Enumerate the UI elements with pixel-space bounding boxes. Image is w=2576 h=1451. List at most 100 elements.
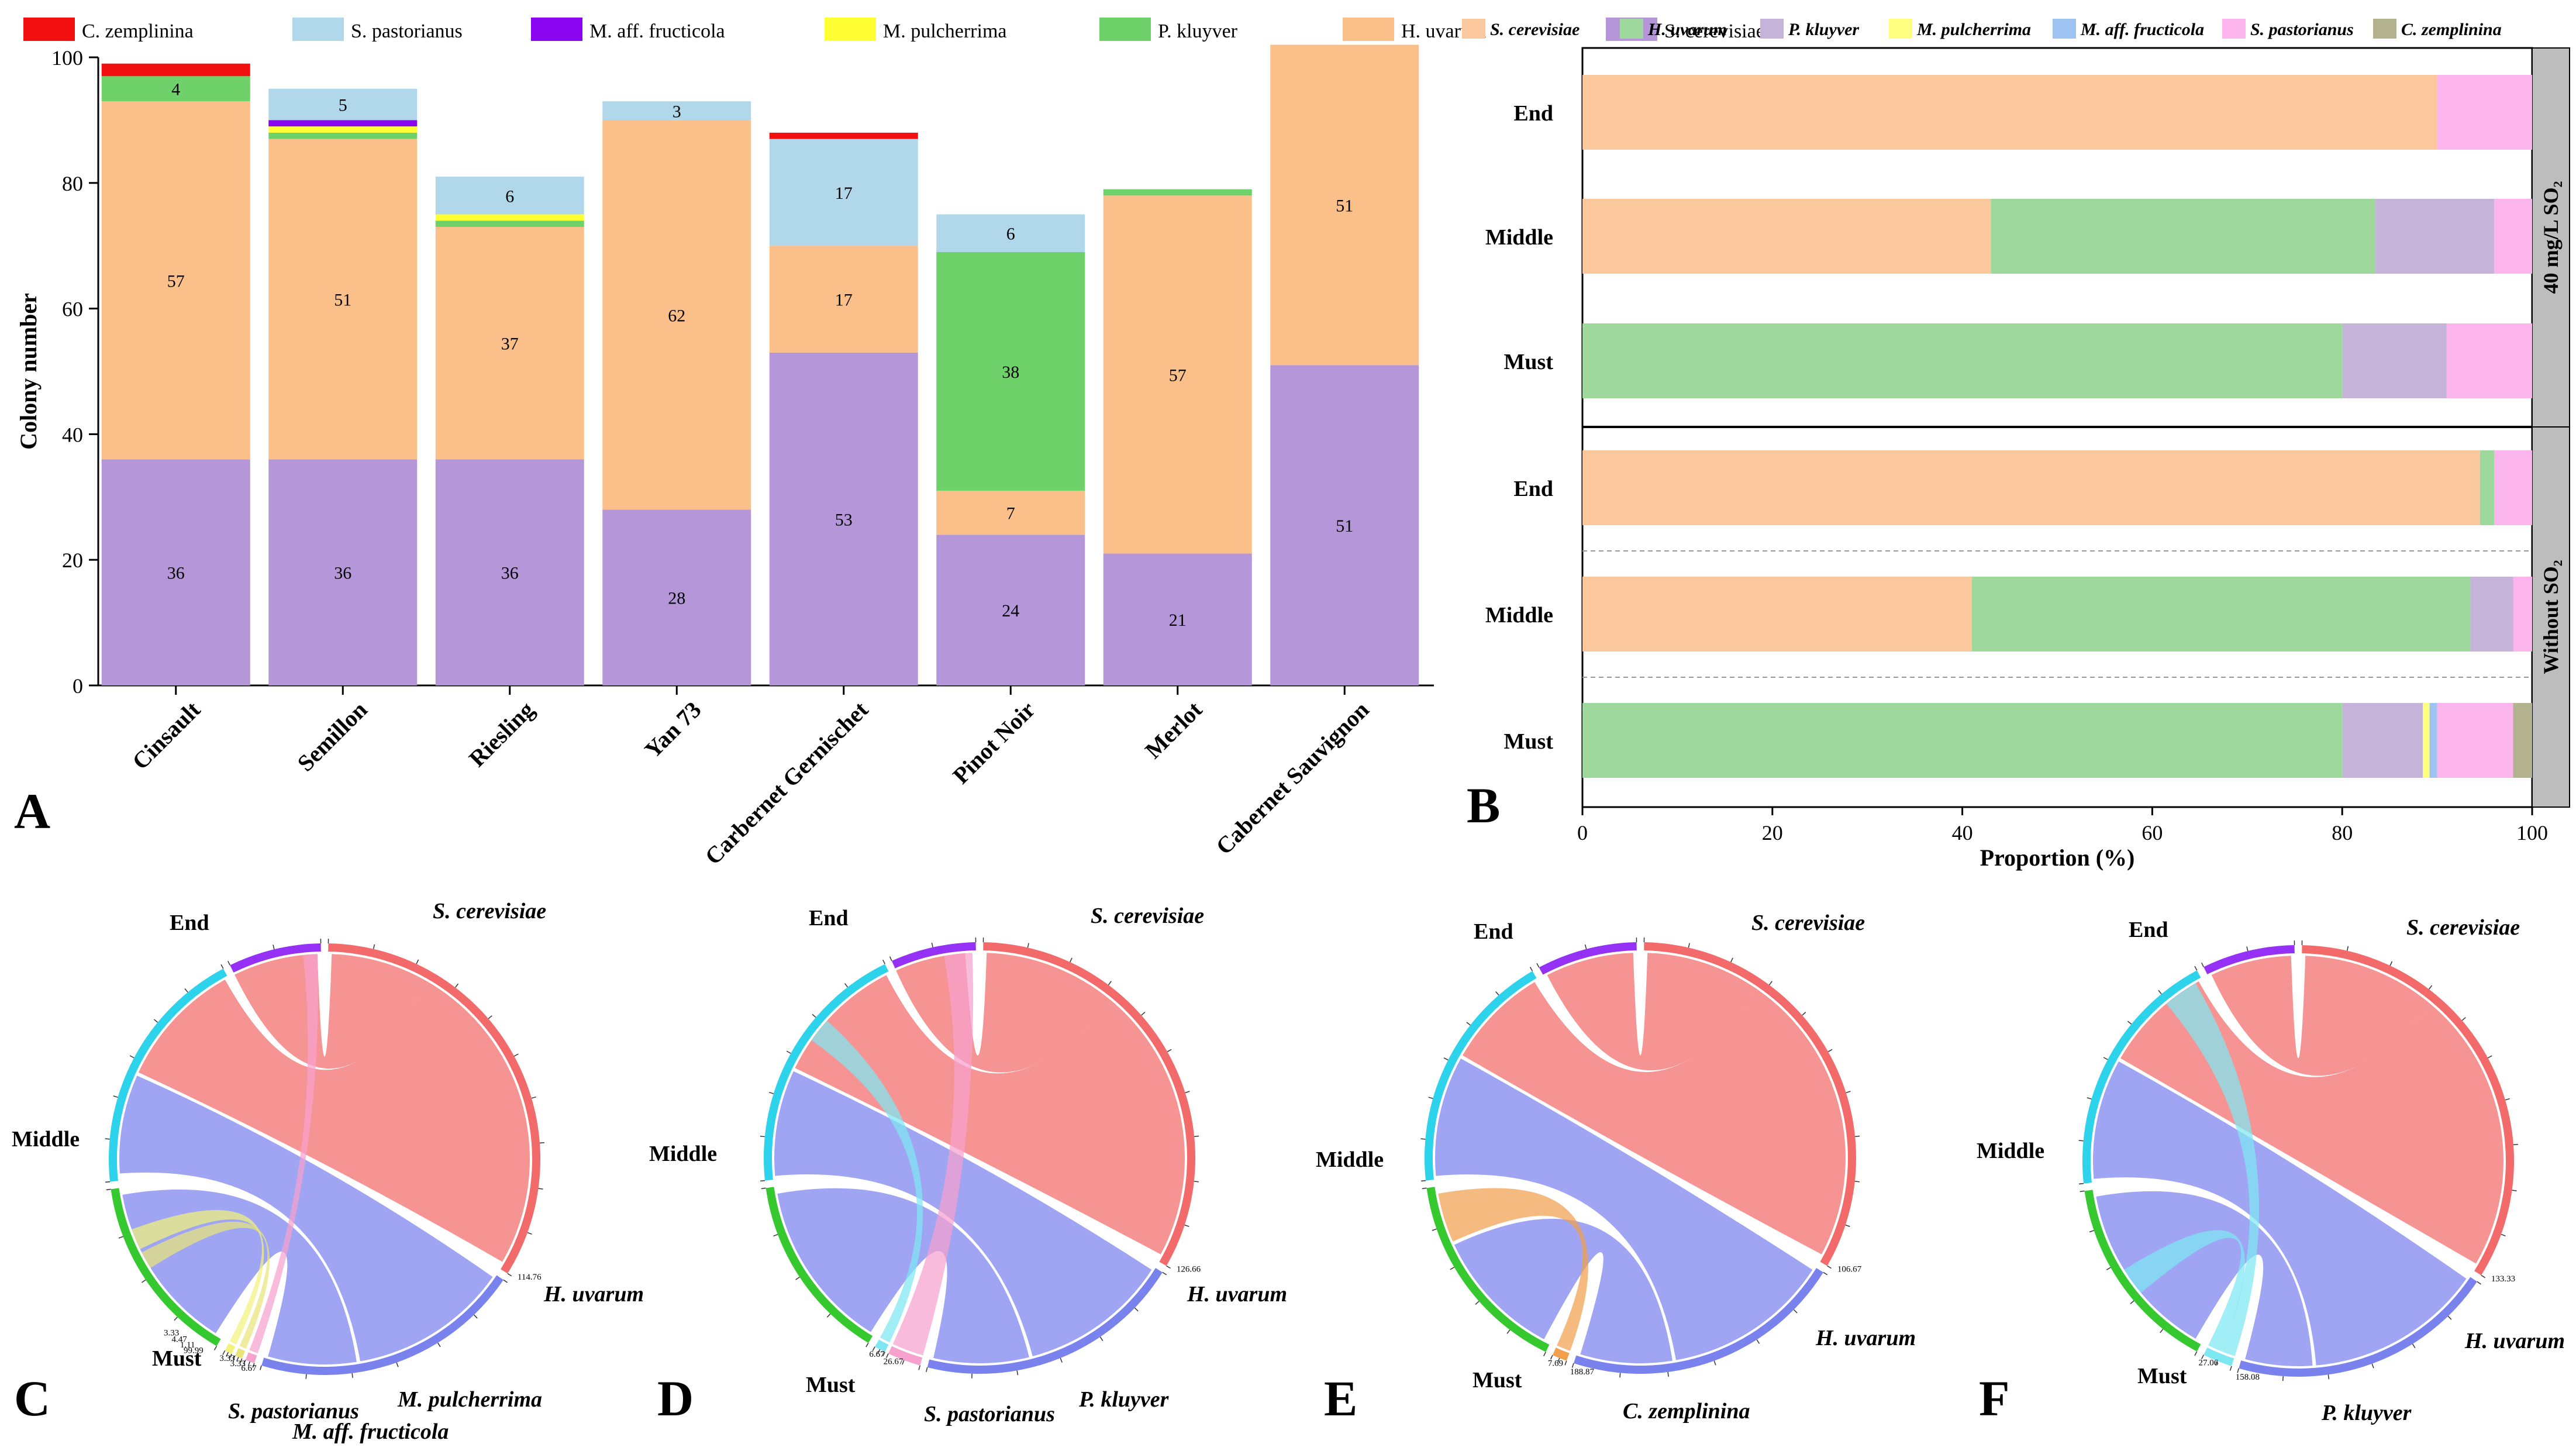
a-bar-s-pastorianus-semillon	[268, 88, 418, 120]
chord-ribbon-end-s-cerevisiae	[1547, 953, 1758, 1071]
chord-tick-mark	[474, 1314, 478, 1319]
b-bar-p-kluyver-middle	[2375, 199, 2495, 274]
chord-tick-mark	[1070, 957, 1073, 963]
chord-tick-mark	[2505, 1098, 2510, 1101]
chord-tick-mark	[174, 1316, 178, 1321]
b-bar-s-pastorianus-middle	[2494, 199, 2532, 274]
chord-tick-mark	[1016, 1370, 1019, 1376]
chord-ribbon-middle-p-kluyver	[2166, 983, 2259, 1356]
chord-ribbon-middle-h-uvarum	[119, 1076, 493, 1362]
chord-tick-mark	[2201, 1355, 2204, 1360]
chord-tick-mark	[1845, 1224, 1850, 1227]
chord-tick-mark	[1793, 1309, 1798, 1314]
chord-tick-mark	[926, 1367, 928, 1372]
b-x-tick-label: 20	[1762, 821, 1783, 845]
chord-tick-mark	[527, 1232, 532, 1235]
chord-tick-mark	[184, 988, 188, 993]
chord-max-tick-s-pastorianus: 26.67	[884, 1357, 904, 1367]
chord-species-label-s-cerevisiae: S. cerevisiae	[1091, 904, 1204, 928]
b-bar-s-pastorianus-must	[2437, 703, 2513, 778]
chord-tick-mark	[220, 964, 224, 969]
chord-max-tick-s-pastorianus: 6.67	[241, 1364, 257, 1373]
a-bar-label: 51	[1336, 516, 1353, 536]
chord-tick-mark	[918, 1365, 921, 1370]
chord-max-tick-c-zemplinina: 7.69	[1548, 1359, 1563, 1368]
chord-tick-mark	[1713, 1360, 1716, 1366]
chord-segment-h-uvarum	[1573, 1268, 1823, 1374]
chord-tick-mark	[2160, 1329, 2164, 1333]
chord-tick-mark	[2089, 1230, 2094, 1233]
a-bar-label: 21	[1169, 611, 1187, 630]
chord-tick-mark	[455, 983, 459, 988]
chord-tick-mark	[768, 1091, 774, 1094]
a-bar-s-cerevisiae-riesling	[435, 459, 584, 685]
chord-tick-mark	[931, 942, 933, 947]
a-x-tick-label-cabernet-sauvignon: Cabernet Sauvignon	[1211, 697, 1374, 860]
chord-tick-mark	[1495, 991, 1499, 996]
chord-ribbon-must-p-kluyver	[2124, 1230, 2245, 1352]
chord-tick-mark	[142, 1279, 146, 1283]
chord-tick-mark	[2327, 1374, 2330, 1380]
chord-tick-mark	[2346, 946, 2349, 951]
chord-ribbon-middle-s-cerevisiae	[1463, 982, 1846, 1254]
b-strip-label-so2: 40 mg/L SO₂	[2539, 181, 2563, 294]
chord-segment-middle	[109, 969, 227, 1182]
b-bar-s-pastorianus-must	[2446, 323, 2532, 398]
a-x-tick-label-semillon: Semillon	[292, 697, 373, 777]
b-legend-swatch-s-pastorianus	[2222, 19, 2246, 39]
chord-max-tick-s-cerevisiae: 133.33	[2491, 1274, 2515, 1284]
chord-tick-mark	[1557, 1357, 1560, 1363]
chord-tick-mark	[129, 1055, 135, 1059]
chord-ribbon-middle-h-uvarum	[2093, 1061, 2467, 1366]
chord-tick-mark	[1543, 1352, 1546, 1357]
chord-tick-mark	[2389, 961, 2393, 966]
chord-tick-mark	[2412, 1343, 2416, 1349]
a-bar-p-kluyver-pinot-noir	[936, 251, 1085, 491]
chord-tick-mark	[232, 1355, 236, 1360]
chord-max-tick-s-cerevisiae: 106.67	[1837, 1265, 1862, 1274]
a-bar-p-kluyver-riesling	[435, 220, 584, 227]
b-x-tick-label: 0	[1577, 821, 1588, 845]
chord-segment-end	[1539, 942, 1637, 975]
chord-stage-label-middle: Middle	[1977, 1139, 2044, 1163]
chord-segment-p-kluyver	[875, 1339, 889, 1352]
chord-max-tick-h-uvarum: 158.08	[2236, 1373, 2260, 1382]
chord-segment-s-pastorianus	[888, 1346, 923, 1366]
chord-tick-mark	[1134, 1307, 1139, 1312]
chord-tick-mark	[1584, 944, 1587, 949]
b-row-label-middle: Middle	[1485, 225, 1553, 250]
a-bar-label: 36	[334, 564, 351, 583]
panel-label-a: A	[14, 783, 50, 839]
a-bar-label: 6	[505, 187, 514, 206]
chord-tick-mark	[889, 956, 892, 961]
chord-tick-mark	[1167, 1049, 1172, 1052]
b-bar-p-kluyver-must	[2342, 323, 2447, 398]
chord-species-label-h-uvarum: H. uvarum	[1187, 1282, 1287, 1307]
chord-segment-must	[765, 1187, 873, 1343]
panel-label-f: F	[1979, 1370, 2010, 1426]
chord-tick-mark	[2201, 962, 2204, 967]
chord-stage-label-middle: Middle	[12, 1127, 80, 1152]
a-bar-label: 57	[167, 271, 185, 291]
b-bar-s-pastorianus-middle	[2513, 577, 2532, 652]
b-bar-h-uvarum-middle	[1991, 199, 2376, 274]
chord-tick-mark	[2481, 1274, 2486, 1278]
chord-stage-label-end: End	[809, 906, 849, 930]
a-bar-label: 57	[1169, 366, 1187, 385]
b-row-label-must: Must	[1504, 350, 1554, 374]
chord-tick-mark	[229, 1353, 232, 1359]
chord-segment-h-uvarum	[261, 1275, 504, 1376]
chord-tick-mark	[538, 1188, 543, 1190]
a-legend-swatch-h-uvarum	[1343, 18, 1394, 41]
b-x-tick-label: 80	[2332, 821, 2353, 845]
b-bar-p-kluyver-must	[2342, 703, 2423, 778]
chord-segment-h-uvarum	[927, 1268, 1163, 1374]
a-bar-h-uvarum-merlot	[1103, 195, 1252, 554]
b-bar-p-kluyver-middle	[2470, 577, 2513, 652]
chord-tick-mark	[2246, 946, 2249, 952]
a-bar-label: 51	[1336, 196, 1353, 215]
chord-tick-mark	[1846, 1091, 1851, 1094]
chord-diagram-d: End Middle Must S. cerevisiae 126.66 H. uvaru…	[649, 904, 1287, 1426]
a-bar-m-pulcherrima-riesling	[435, 214, 584, 221]
chord-tick-mark	[1443, 1057, 1449, 1061]
